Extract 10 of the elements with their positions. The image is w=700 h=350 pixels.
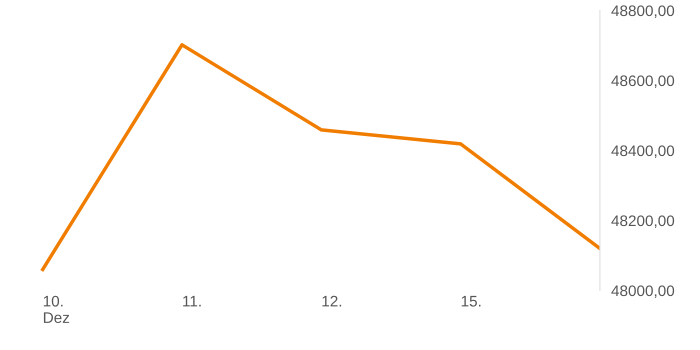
x-tick-label: 11.	[183, 296, 201, 306]
x-tick-label: 10. Dez	[44, 296, 70, 324]
y-tick-label: 48000,00	[611, 285, 674, 298]
y-tick-label: 48400,00	[611, 145, 674, 158]
y-tick-label: 48600,00	[611, 75, 674, 88]
x-tick-label: 12.	[322, 296, 342, 306]
y-tick-label: 48800,00	[611, 5, 674, 18]
y-tick-label: 48200,00	[611, 215, 674, 228]
x-tick-label: 15.	[462, 296, 480, 307]
line-series	[40, 43, 600, 272]
